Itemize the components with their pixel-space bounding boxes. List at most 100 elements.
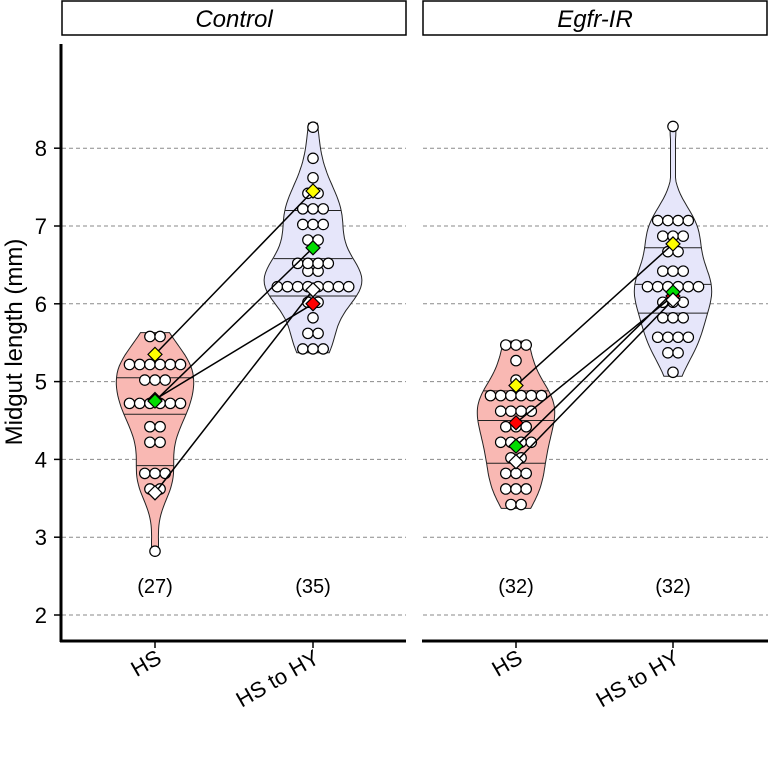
replicate-mean-marker xyxy=(508,377,524,394)
data-point xyxy=(154,358,166,371)
replicate-mean-marker xyxy=(508,453,524,470)
data-point xyxy=(144,358,156,371)
data-point xyxy=(535,389,548,402)
data-point xyxy=(667,120,679,133)
data-point xyxy=(505,498,517,511)
data-point xyxy=(672,331,684,344)
data-point xyxy=(520,467,532,480)
y-tick-label: 3 xyxy=(35,525,47,550)
replicate-mean-marker xyxy=(147,393,163,409)
panel-control: Control (27) (35) HS HS to HY xyxy=(59,0,407,713)
data-point xyxy=(662,214,674,227)
y-tick-label: 2 xyxy=(35,603,47,628)
replicate-mean-marker xyxy=(147,346,163,363)
data-point xyxy=(139,374,151,386)
data-point xyxy=(641,280,654,293)
data-point xyxy=(312,327,324,340)
data-point xyxy=(149,467,161,480)
data-point xyxy=(123,358,136,371)
data-point xyxy=(651,214,664,227)
data-point xyxy=(302,257,314,270)
data-point xyxy=(144,420,156,433)
data-point xyxy=(515,498,527,511)
data-point xyxy=(667,366,679,379)
data-point xyxy=(149,545,161,558)
y-tick-label: 8 xyxy=(35,136,47,161)
replicate-mean-marker xyxy=(508,438,524,455)
data-point xyxy=(662,347,674,359)
data-point xyxy=(662,331,674,344)
data-point xyxy=(682,280,695,293)
x-tick-label: HS to HY xyxy=(232,645,324,713)
data-point xyxy=(154,330,166,343)
data-point xyxy=(296,218,309,231)
data-point xyxy=(154,436,166,449)
data-point xyxy=(317,218,329,231)
data-point xyxy=(499,483,512,495)
replicate-connector xyxy=(154,303,314,401)
data-point xyxy=(656,230,669,242)
data-point xyxy=(520,339,532,351)
data-point xyxy=(494,389,507,402)
data-point xyxy=(499,467,512,480)
data-point xyxy=(667,265,679,277)
y-axis-label: Midgut length (mm) xyxy=(1,239,28,446)
data-point xyxy=(149,374,161,386)
data-point xyxy=(281,280,294,293)
data-point xyxy=(307,152,319,165)
data-point xyxy=(307,171,319,184)
data-point xyxy=(520,420,532,433)
data-point xyxy=(667,312,679,324)
data-point xyxy=(133,358,146,371)
data-point xyxy=(307,121,319,133)
count-label: (32) xyxy=(498,576,534,598)
data-point xyxy=(296,343,309,355)
x-tick-label: HS xyxy=(127,645,166,682)
y-tick-label: 7 xyxy=(35,214,47,239)
y-tick-label: 6 xyxy=(35,292,47,317)
replicate-connector xyxy=(515,291,674,447)
data-point xyxy=(302,327,314,340)
data-point xyxy=(139,467,151,480)
data-point xyxy=(307,312,319,324)
data-point xyxy=(494,405,507,417)
data-point xyxy=(505,405,517,417)
count-label: (32) xyxy=(655,576,691,598)
data-point xyxy=(672,214,684,227)
replicate-mean-marker xyxy=(305,281,321,298)
replicate-mean-marker xyxy=(508,414,524,431)
data-point xyxy=(682,331,695,344)
data-point xyxy=(525,389,538,402)
panel-egfr-ir: Egfr-IR (32) (32) HS HS to HY xyxy=(422,0,768,713)
data-point xyxy=(307,218,319,231)
data-point xyxy=(505,389,517,402)
replicate-connector xyxy=(515,299,674,463)
count-label: (27) xyxy=(137,576,173,598)
data-point xyxy=(510,354,522,367)
replicate-mean-marker xyxy=(665,236,681,252)
data-point xyxy=(494,436,507,449)
data-point xyxy=(317,203,329,215)
data-point xyxy=(677,230,689,242)
data-point xyxy=(656,265,669,277)
data-point xyxy=(510,339,522,351)
data-point xyxy=(144,436,156,449)
replicate-connector xyxy=(515,243,674,387)
data-point xyxy=(525,436,538,449)
y-tick-label: 5 xyxy=(35,370,47,395)
data-point xyxy=(677,312,689,324)
x-tick-label: HS to HY xyxy=(592,645,684,713)
replicate-mean-marker xyxy=(305,239,321,256)
data-point xyxy=(174,397,187,410)
replicate-mean-marker xyxy=(665,292,681,308)
data-point xyxy=(322,280,335,293)
data-point xyxy=(515,405,527,417)
data-point xyxy=(677,265,689,277)
y-tick-label: 4 xyxy=(35,447,47,472)
data-point xyxy=(484,389,497,402)
data-point xyxy=(144,330,156,343)
strip-label-egfr-ir: Egfr-IR xyxy=(557,6,633,33)
data-point xyxy=(154,420,166,433)
replicate-connector xyxy=(154,247,314,402)
